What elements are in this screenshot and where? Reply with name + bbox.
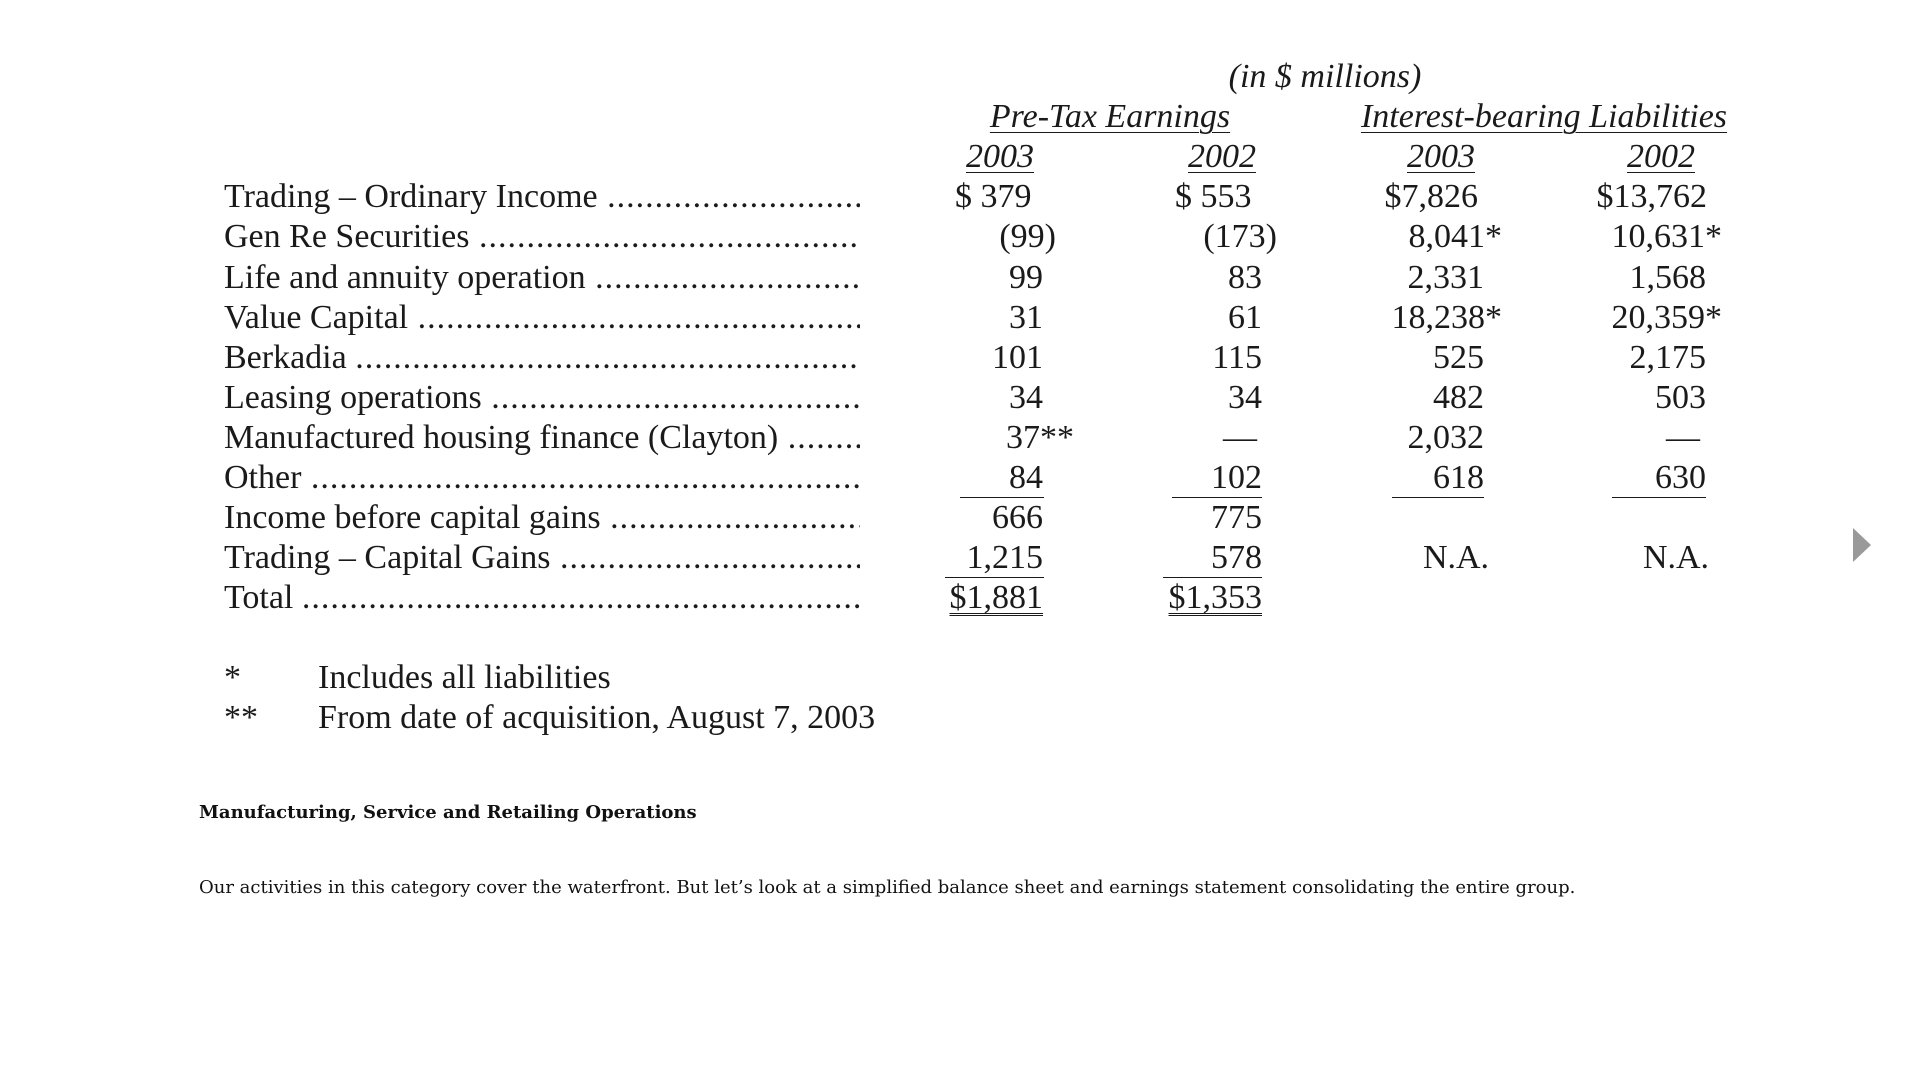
cell-pretax-2002: $ 553 xyxy=(1175,178,1252,215)
section-heading: Manufacturing, Service and Retailing Ope… xyxy=(199,802,697,823)
cell-pretax-2002: 34 xyxy=(1228,379,1262,416)
body-paragraph: Our activities in this category cover th… xyxy=(199,877,1576,898)
row-label-capital-gains: Trading – Capital Gains xyxy=(224,538,860,578)
cell-pretax-2002: 83 xyxy=(1228,259,1262,296)
cell-pretax-2003: 666 xyxy=(992,499,1043,536)
header-year-pretax-2002: 2002 xyxy=(1188,138,1256,175)
subtotal-rule xyxy=(1163,577,1262,578)
header-interest-bearing-liabilities: Interest-bearing Liabilities xyxy=(1360,98,1728,135)
header-year-pretax-2003: 2003 xyxy=(966,138,1034,175)
cell-pretax-2002: 61 xyxy=(1228,299,1262,336)
cell-pretax-2002: (173) xyxy=(1203,218,1277,255)
cell-pretax-2003: 99 xyxy=(1009,259,1043,296)
row-label-trading-ordinary-income: Trading – Ordinary Income xyxy=(224,177,860,217)
cell-liab-2003: $7,826 xyxy=(1384,178,1479,215)
cell-pretax-2002-total: $1,353 xyxy=(1168,579,1263,616)
cell-liab-2003: 2,032 xyxy=(1407,419,1485,456)
cell-pretax-2002: 115 xyxy=(1212,339,1262,376)
header-pretax-earnings: Pre-Tax Earnings xyxy=(989,98,1231,135)
cell-pretax-2002: 102 xyxy=(1211,459,1262,496)
row-label-value-capital: Value Capital xyxy=(224,298,860,338)
subtotal-rule xyxy=(960,497,1044,498)
footnote-mark: * xyxy=(224,659,241,696)
cell-liab-2002: N.A. xyxy=(1642,539,1710,576)
unit-note: (in $ millions) xyxy=(1228,58,1422,95)
header-year-liab-2003: 2003 xyxy=(1407,138,1475,175)
cell-liab-2002: $13,762 xyxy=(1596,178,1708,215)
cell-liab-2002: 20,359* xyxy=(1611,299,1723,336)
subtotal-rule xyxy=(945,577,1044,578)
cell-liab-2002: 630 xyxy=(1655,459,1706,496)
row-label-gen-re-securities: Gen Re Securities xyxy=(224,217,860,257)
cell-pretax-2003: 34 xyxy=(1009,379,1043,416)
subtotal-rule xyxy=(1392,497,1484,498)
cell-pretax-2003-total: $1,881 xyxy=(949,579,1044,616)
earnings-liabilities-table: (in $ millions) Pre-Tax Earnings Interes… xyxy=(0,0,1920,760)
cell-liab-2003: 525 xyxy=(1433,339,1484,376)
row-label-leasing: Leasing operations xyxy=(224,378,860,418)
cell-pretax-2003: 101 xyxy=(992,339,1043,376)
cell-pretax-2003: $ 379 xyxy=(955,178,1032,215)
cell-liab-2003: N.A. xyxy=(1422,539,1490,576)
subtotal-rule xyxy=(1612,497,1706,498)
footnote-mark: ** xyxy=(224,699,258,736)
cell-pretax-2003: 37** xyxy=(1006,419,1074,456)
footnote-text: From date of acquisition, August 7, 2003 xyxy=(318,699,876,736)
row-label-berkadia: Berkadia xyxy=(224,338,860,378)
cell-pretax-2003: 1,215 xyxy=(966,539,1044,576)
cell-pretax-2002: — xyxy=(1223,419,1257,456)
cell-liab-2003: 8,041* xyxy=(1408,218,1503,255)
cell-pretax-2003: 31 xyxy=(1009,299,1043,336)
cell-pretax-2002: 578 xyxy=(1211,539,1262,576)
row-label-total: Total xyxy=(224,578,860,618)
row-label-life-annuity: Life and annuity operation xyxy=(224,258,860,298)
cell-pretax-2003: (99) xyxy=(999,218,1056,255)
cell-liab-2003: 18,238* xyxy=(1391,299,1503,336)
cell-liab-2002: 1,568 xyxy=(1629,259,1707,296)
cell-liab-2003: 482 xyxy=(1433,379,1484,416)
cell-pretax-2003: 84 xyxy=(1009,459,1043,496)
footnote-text: Includes all liabilities xyxy=(318,659,611,696)
play-triangle-icon[interactable] xyxy=(1853,528,1871,562)
cell-liab-2003: 2,331 xyxy=(1407,259,1485,296)
cell-liab-2002: 10,631* xyxy=(1611,218,1723,255)
row-label-income-before-gains: Income before capital gains xyxy=(224,498,860,538)
cell-liab-2003: 618 xyxy=(1433,459,1484,496)
subtotal-rule xyxy=(1172,497,1262,498)
cell-liab-2002: 2,175 xyxy=(1629,339,1707,376)
cell-pretax-2002: 775 xyxy=(1211,499,1262,536)
cell-liab-2002: 503 xyxy=(1655,379,1706,416)
header-year-liab-2002: 2002 xyxy=(1627,138,1695,175)
row-label-other: Other xyxy=(224,458,860,498)
row-label-clayton: Manufactured housing finance (Clayton) xyxy=(224,418,860,458)
cell-liab-2002: — xyxy=(1666,419,1700,456)
